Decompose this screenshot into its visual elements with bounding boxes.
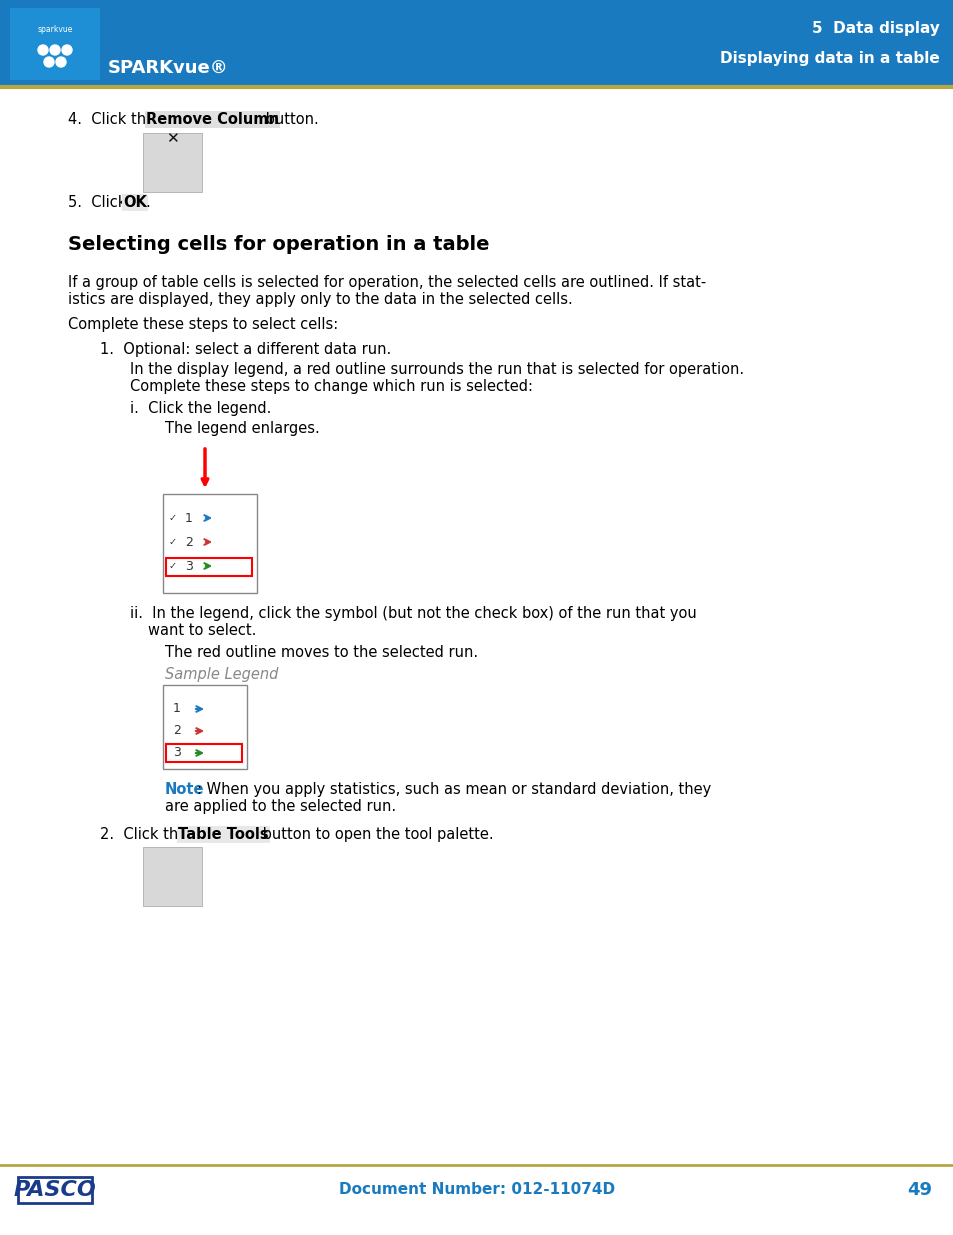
Text: Document Number: 012-11074D: Document Number: 012-11074D (338, 1182, 615, 1198)
Bar (159, 879, 168, 888)
Circle shape (38, 44, 48, 56)
Text: want to select.: want to select. (148, 622, 256, 638)
Text: Note: Note (165, 782, 204, 797)
Text: ✓: ✓ (169, 537, 177, 547)
Bar (177, 861, 186, 869)
Bar (157, 146, 170, 151)
Text: ✓: ✓ (169, 513, 177, 522)
Text: are applied to the selected run.: are applied to the selected run. (165, 799, 395, 814)
Text: 2: 2 (185, 536, 193, 548)
Bar (175, 146, 188, 151)
Text: ✕: ✕ (166, 131, 178, 146)
Text: Complete these steps to select cells:: Complete these steps to select cells: (68, 317, 338, 332)
Text: sparkvue: sparkvue (37, 26, 72, 35)
Text: 3: 3 (185, 559, 193, 573)
Bar (159, 861, 168, 869)
Text: .: . (145, 195, 150, 210)
Text: Complete these steps to change which run is selected:: Complete these steps to change which run… (130, 379, 533, 394)
Text: 5  Data display: 5 Data display (811, 21, 939, 36)
Text: If a group of table cells is selected for operation, the selected cells are outl: If a group of table cells is selected fo… (68, 275, 705, 290)
Text: In the display legend, a red outline surrounds the run that is selected for oper: In the display legend, a red outline sur… (130, 362, 743, 377)
Text: ii.  In the legend, click the symbol (but not the check box) of the run that you: ii. In the legend, click the symbol (but… (130, 606, 696, 621)
Bar (175, 152, 188, 170)
Text: 49: 49 (906, 1181, 931, 1199)
Text: Sample Legend: Sample Legend (165, 667, 278, 682)
Text: ✓: ✓ (169, 561, 177, 571)
Circle shape (44, 57, 54, 67)
Text: button.: button. (261, 112, 318, 127)
Text: button to open the tool palette.: button to open the tool palette. (257, 827, 493, 842)
Bar (157, 152, 170, 170)
Text: PASCO: PASCO (13, 1179, 96, 1200)
Text: SPARKvue®: SPARKvue® (108, 59, 229, 77)
Text: istics are displayed, they apply only to the data in the selected cells.: istics are displayed, they apply only to… (68, 291, 572, 308)
Bar (168, 879, 177, 888)
Text: 1: 1 (185, 511, 193, 525)
Text: 2: 2 (172, 725, 181, 737)
FancyBboxPatch shape (143, 847, 202, 906)
Text: i.  Click the legend.: i. Click the legend. (130, 401, 271, 416)
Bar (167, 536, 179, 548)
Text: The legend enlarges.: The legend enlarges. (165, 421, 319, 436)
Circle shape (50, 44, 60, 56)
FancyBboxPatch shape (163, 494, 256, 593)
Text: 5.  Click: 5. Click (68, 195, 131, 210)
FancyBboxPatch shape (10, 7, 100, 80)
Text: 1.  Optional: select a different data run.: 1. Optional: select a different data run… (100, 342, 391, 357)
FancyBboxPatch shape (143, 133, 202, 191)
Text: : When you apply statistics, such as mean or standard deviation, they: : When you apply statistics, such as mea… (196, 782, 711, 797)
Text: 1: 1 (172, 703, 181, 715)
Bar (159, 869, 168, 879)
Text: Table Tools: Table Tools (178, 827, 269, 842)
FancyBboxPatch shape (163, 685, 247, 769)
Bar (177, 869, 186, 879)
Circle shape (56, 57, 66, 67)
Bar (168, 861, 177, 869)
Text: The red outline moves to the selected run.: The red outline moves to the selected ru… (165, 645, 477, 659)
Bar (177, 879, 186, 888)
Text: OK: OK (123, 195, 147, 210)
Text: Remove Column: Remove Column (146, 112, 278, 127)
Bar (167, 513, 179, 524)
Text: 3: 3 (172, 746, 181, 760)
Text: Displaying data in a table: Displaying data in a table (720, 51, 939, 65)
Text: 4.  Click the: 4. Click the (68, 112, 159, 127)
Text: Selecting cells for operation in a table: Selecting cells for operation in a table (68, 235, 489, 254)
Text: 2.  Click the: 2. Click the (100, 827, 192, 842)
Bar (167, 559, 179, 572)
Circle shape (62, 44, 71, 56)
FancyBboxPatch shape (0, 0, 953, 85)
Bar (168, 869, 177, 879)
